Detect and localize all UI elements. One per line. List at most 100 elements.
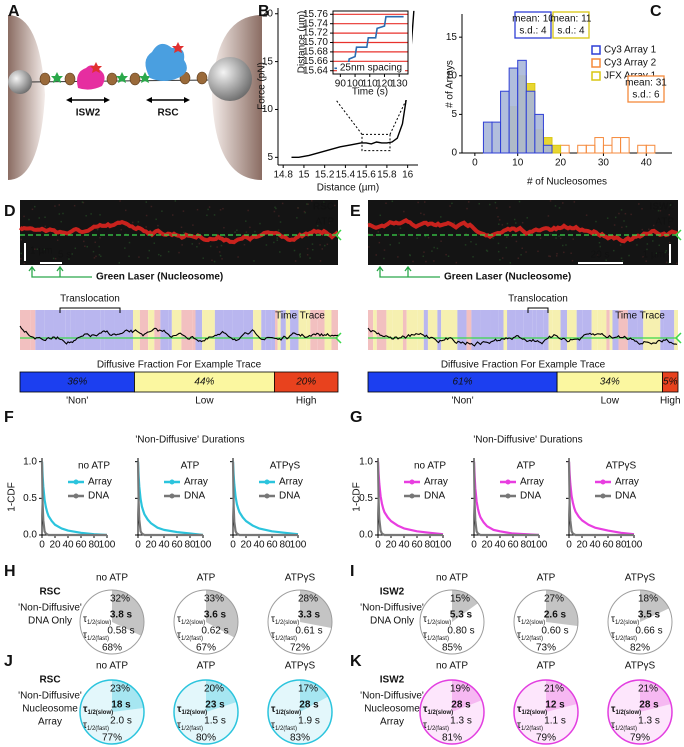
slow-time: 23 s	[205, 700, 225, 711]
pie-title: no ATP	[96, 661, 128, 672]
dye	[139, 72, 151, 83]
x-tick-label: 60	[507, 540, 519, 551]
fraction-category-label: High	[296, 396, 317, 407]
kymograph-noise	[306, 254, 309, 256]
tau-subscript: 1/2(slow)	[521, 620, 545, 626]
state-stripe	[298, 310, 307, 350]
kymograph-noise	[323, 244, 326, 247]
kymograph-noise	[658, 244, 660, 247]
x-tick-label: 16	[402, 170, 414, 181]
state-stripe	[53, 310, 58, 350]
tau-subscript: 1/2(fast)	[427, 636, 449, 642]
x-tick-label: 60	[75, 540, 87, 551]
state-stripe	[275, 310, 278, 350]
kymograph-noise	[222, 207, 224, 210]
kymograph-noise	[74, 247, 77, 250]
pie-value-label: 17%	[298, 684, 318, 695]
x-tick-label: 100	[99, 540, 116, 551]
x-tick-label: 40	[62, 540, 74, 551]
panel-label: B	[258, 3, 270, 20]
pie-value-label: 15%	[450, 594, 470, 605]
pie-value-label: 83%	[290, 733, 310, 744]
state-stripe	[451, 310, 458, 350]
state-stripe	[427, 310, 438, 350]
kymograph-noise	[98, 245, 100, 248]
x-tick-label: 100	[195, 540, 212, 551]
tau-label: τ1/2(slow)	[517, 614, 545, 626]
x-tick-label: 0	[135, 540, 141, 551]
scale-label: 1 µm	[643, 250, 665, 261]
tau-label: τ1/2(fast)	[611, 630, 637, 642]
kymograph-noise	[642, 256, 644, 258]
kymograph-noise	[518, 200, 521, 203]
kymograph-noise	[137, 221, 140, 223]
kymograph-noise	[95, 255, 97, 258]
legend-marker	[505, 493, 511, 499]
kymograph-noise	[511, 235, 513, 238]
kymograph-noise	[409, 254, 411, 257]
x-tick-label: 15.2	[315, 170, 335, 181]
legend-marker	[591, 71, 601, 81]
legend-label: Array	[424, 477, 448, 488]
kymograph-noise	[645, 260, 647, 262]
kymograph-noise	[548, 255, 550, 257]
kymograph-noise	[549, 200, 552, 202]
kymograph-noise	[652, 240, 654, 242]
annotation-bg	[337, 62, 405, 73]
tau-label: τ1/2(slow)	[423, 614, 451, 626]
x-tick-label: 20	[576, 540, 588, 551]
kymograph-noise	[219, 209, 222, 211]
tau-subscript: 1/2(slow)	[521, 710, 547, 716]
state-stripe	[277, 310, 281, 350]
state-stripe	[373, 310, 377, 350]
tau-subscript: 1/2(slow)	[181, 620, 205, 626]
row-label: Nucleosome	[364, 704, 420, 715]
kymograph-noise	[124, 209, 127, 212]
legend-marker	[73, 479, 79, 485]
legend-label: Cy3 Array 2	[604, 58, 657, 69]
pie-edge	[267, 679, 333, 745]
kymograph-noise	[98, 254, 101, 256]
tau-label: τ1/2(fast)	[83, 720, 109, 732]
fraction-title: Diffusive Fraction For Example Trace	[97, 360, 262, 371]
kymograph-noise	[373, 235, 375, 237]
cdf-curve	[40, 461, 108, 537]
annotation-text: mean: 10	[512, 14, 554, 25]
x-tick-label: 130	[391, 79, 408, 90]
fast-time: 1.9 s	[298, 716, 320, 727]
state-stripe	[660, 310, 664, 350]
kymograph-noise	[274, 206, 276, 209]
tau-label: τ1/2(fast)	[83, 630, 109, 642]
state-stripe	[261, 310, 266, 350]
kymograph-noise	[550, 233, 552, 236]
kymograph-noise	[526, 217, 528, 219]
state-stripe	[208, 310, 215, 350]
kymograph-noise	[424, 235, 427, 238]
kymograph-noise	[625, 225, 628, 228]
kymograph-noise	[81, 201, 84, 203]
y-axis-label: Force (pN)	[257, 62, 268, 110]
kymograph-noise	[554, 205, 557, 207]
tau-symbol: τ	[517, 630, 521, 641]
y-tick-label: 0.5	[23, 493, 37, 504]
kymograph-noise	[412, 260, 414, 263]
state-stripe	[392, 310, 403, 350]
histogram-bar	[517, 59, 527, 154]
y-tick-label: 0.5	[359, 493, 373, 504]
fast-time: 1.1 s	[544, 716, 566, 727]
subplot-title: ATP	[517, 461, 536, 472]
y-tick-label: 15.74	[303, 18, 328, 29]
row-label: Nucleosome	[22, 704, 78, 715]
kymograph-noise	[433, 260, 435, 262]
state-stripe	[171, 310, 182, 350]
tau-subscript: 1/2(fast)	[87, 636, 109, 642]
kymograph-noise	[100, 255, 102, 258]
kymograph-noise	[478, 202, 480, 205]
kymograph-noise	[20, 252, 23, 255]
annotation-text: s.d.: 6	[632, 90, 660, 101]
kymograph-noise	[207, 208, 209, 211]
dye	[172, 42, 184, 53]
x-tick-label: 80	[424, 540, 436, 551]
x-tick-label: 60	[602, 540, 614, 551]
